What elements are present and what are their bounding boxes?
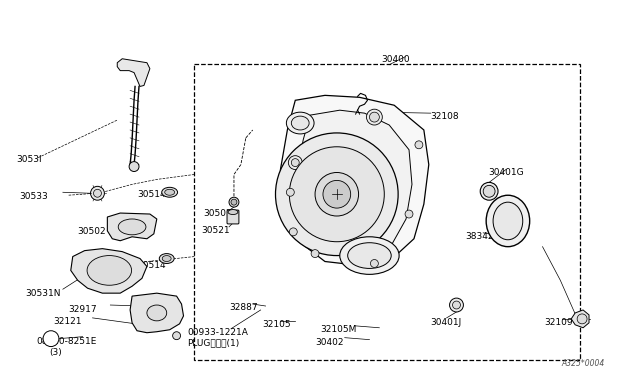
Circle shape <box>291 158 300 167</box>
Text: 32105M: 32105M <box>320 325 356 334</box>
Ellipse shape <box>164 189 175 195</box>
Ellipse shape <box>486 195 530 247</box>
Text: 30533: 30533 <box>19 192 48 201</box>
Ellipse shape <box>493 202 523 240</box>
Text: A325*0004: A325*0004 <box>561 359 605 368</box>
Circle shape <box>415 141 423 149</box>
Text: (3): (3) <box>49 347 61 356</box>
Text: 30514: 30514 <box>137 260 166 270</box>
FancyBboxPatch shape <box>227 210 239 224</box>
Circle shape <box>315 173 358 216</box>
Ellipse shape <box>228 209 238 215</box>
Ellipse shape <box>147 305 166 321</box>
Ellipse shape <box>87 256 132 285</box>
Circle shape <box>405 210 413 218</box>
Text: 32887: 32887 <box>229 303 258 312</box>
Ellipse shape <box>162 187 177 197</box>
Text: 32917: 32917 <box>68 305 97 314</box>
Circle shape <box>275 133 398 256</box>
Circle shape <box>483 185 495 197</box>
Polygon shape <box>280 95 429 266</box>
Text: 08120-8251E: 08120-8251E <box>36 337 97 346</box>
Circle shape <box>173 332 180 340</box>
Circle shape <box>289 228 297 236</box>
Circle shape <box>229 197 239 207</box>
Text: 3053l: 3053l <box>17 155 42 164</box>
Text: B: B <box>48 334 54 343</box>
Text: 30514: 30514 <box>137 190 166 199</box>
Text: 32121: 32121 <box>53 317 81 326</box>
Text: 30507: 30507 <box>204 209 232 218</box>
Text: 30531N: 30531N <box>25 289 61 298</box>
Text: 30521: 30521 <box>202 226 230 235</box>
Circle shape <box>452 301 460 309</box>
Ellipse shape <box>577 314 587 324</box>
Circle shape <box>43 331 59 347</box>
Ellipse shape <box>340 237 399 275</box>
Text: 30502: 30502 <box>77 227 106 236</box>
Ellipse shape <box>348 243 391 269</box>
Circle shape <box>129 161 139 171</box>
Circle shape <box>90 186 104 200</box>
Ellipse shape <box>118 219 146 235</box>
Text: 30401G: 30401G <box>488 167 524 177</box>
Polygon shape <box>108 213 157 241</box>
Text: 32105: 32105 <box>262 320 291 329</box>
Ellipse shape <box>163 256 171 262</box>
Ellipse shape <box>291 116 309 130</box>
Circle shape <box>371 260 378 267</box>
Circle shape <box>311 250 319 257</box>
Text: 32109: 32109 <box>545 318 573 327</box>
Polygon shape <box>130 293 184 333</box>
Bar <box>195 64 580 360</box>
Ellipse shape <box>286 112 314 134</box>
Text: 30400: 30400 <box>381 55 410 64</box>
Polygon shape <box>572 310 589 328</box>
Circle shape <box>369 112 380 122</box>
Text: 30402: 30402 <box>315 338 344 347</box>
Circle shape <box>323 180 351 208</box>
Text: 00933-1221A: 00933-1221A <box>188 328 248 337</box>
Polygon shape <box>71 248 147 293</box>
Text: PLUGプラグ(1): PLUGプラグ(1) <box>188 339 240 348</box>
Circle shape <box>367 109 382 125</box>
Circle shape <box>289 147 384 242</box>
Text: 38342N: 38342N <box>465 232 500 241</box>
Ellipse shape <box>159 254 174 263</box>
Text: 32108: 32108 <box>431 112 460 121</box>
Polygon shape <box>117 59 150 86</box>
Circle shape <box>286 188 294 196</box>
Circle shape <box>449 298 463 312</box>
Circle shape <box>289 155 302 170</box>
Circle shape <box>480 182 498 200</box>
Polygon shape <box>297 110 412 251</box>
Circle shape <box>93 189 101 197</box>
Circle shape <box>231 199 237 205</box>
Text: 30401J: 30401J <box>431 318 462 327</box>
